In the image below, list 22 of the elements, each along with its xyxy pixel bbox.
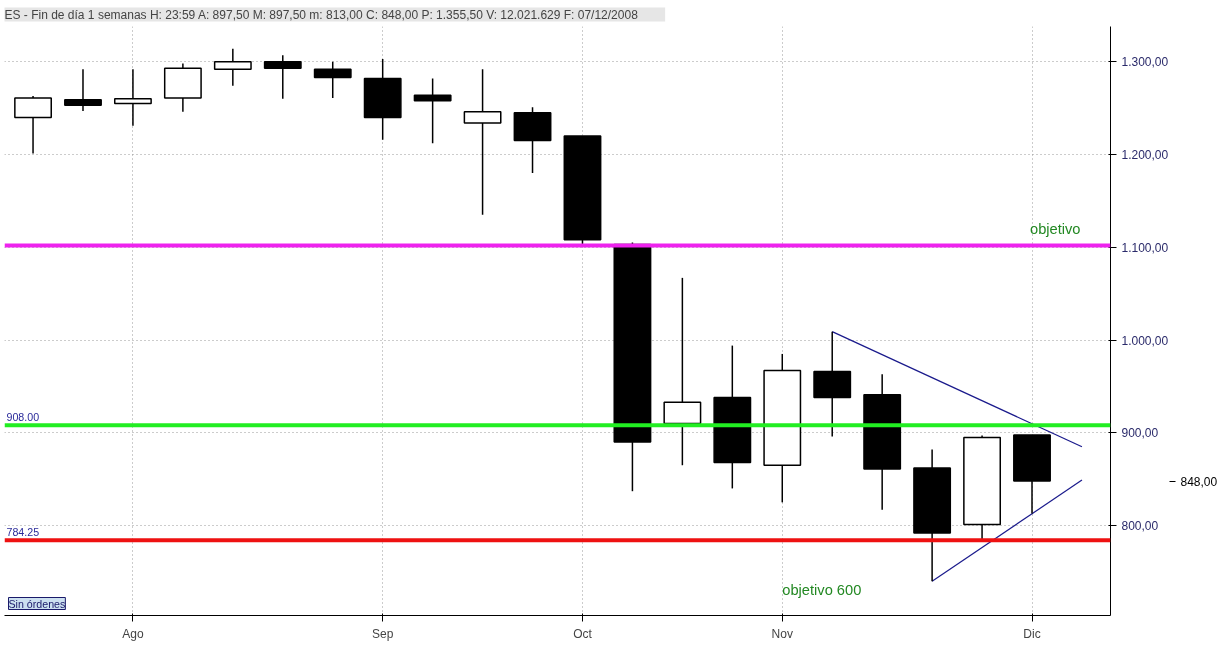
x-tick-label: Nov — [771, 626, 793, 641]
y-tick-label: 1.000,00 — [1121, 333, 1169, 348]
candlestick — [64, 68, 102, 112]
annotation: Sin órdenes — [8, 597, 66, 610]
annotation: objetivo 600 — [782, 581, 862, 598]
y-tick-label: 1.300,00 — [1121, 55, 1169, 70]
y-tick-label: 1.200,00 — [1121, 148, 1169, 162]
y-tick-label: 1.100,00 — [1121, 240, 1169, 255]
ref-line-label: objetivo — [1029, 221, 1081, 238]
text: 848,00 — [1180, 474, 1218, 489]
candlestick — [413, 77, 452, 145]
candlestick — [113, 68, 152, 127]
ref-line-label: 908.00 — [6, 411, 40, 424]
y-tick-label: 800,00 — [1121, 519, 1159, 534]
candlestick — [463, 68, 502, 216]
x-tick-label: Ago — [122, 626, 144, 641]
x-tick-label: Dic — [1023, 626, 1041, 641]
x-tick-label: Oct — [573, 626, 593, 641]
x-tick-label: Sep — [372, 626, 394, 641]
ref-line-label: 784.25 — [6, 526, 40, 539]
y-tick-label: 900,00 — [1121, 426, 1159, 441]
chart-title: ES - Fin de día 1 semanas H: 23:59 A: 897,50 M: 897,50 m: 813,00 C: 848,00 P: 1.355,50 V: 12.021.629 F: 07/12/2008 — [4, 7, 639, 22]
